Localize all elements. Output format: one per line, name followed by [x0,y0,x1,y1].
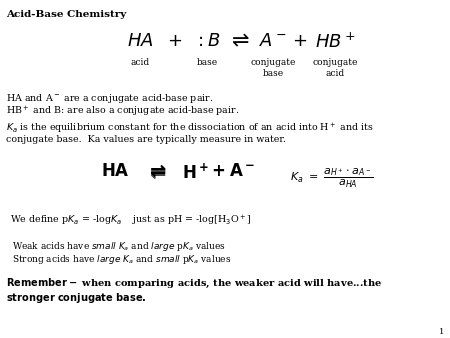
Text: Strong acids have $\mathit{large}$ $K_a$ and $\mathit{small}$ p$K_a$ values: Strong acids have $\mathit{large}$ $K_a$… [12,253,231,266]
Text: $\mathbf{H^+}$: $\mathbf{H^+}$ [181,163,208,182]
Text: $\mathbf{\rightleftharpoons}$: $\mathbf{\rightleftharpoons}$ [146,163,167,181]
Text: Weak acids have $\mathit{small}$ $K_a$ and $\mathit{large}$ p$K_a$ values: Weak acids have $\mathit{small}$ $K_a$ a… [12,240,226,253]
Text: $+$: $+$ [292,32,307,50]
Text: $+$: $+$ [167,32,183,50]
Text: $HB^+$: $HB^+$ [315,32,356,51]
Text: $K_a\ =\ \dfrac{a_{H^+} \cdot a_{A^-}}{a_{HA}}$: $K_a\ =\ \dfrac{a_{H^+} \cdot a_{A^-}}{a… [290,167,374,190]
Text: $\rightleftharpoons$: $\rightleftharpoons$ [227,32,249,51]
Text: conjugate
base: conjugate base [250,58,296,78]
Text: $\mathbf{A^-}$: $\mathbf{A^-}$ [229,163,255,180]
Text: $K_a$ is the equilibrium constant for the dissociation of an acid into H$^+$ and: $K_a$ is the equilibrium constant for th… [6,122,374,136]
Text: $HA$: $HA$ [127,32,153,50]
Text: We define p$K_a$ = -log$K_a$    just as pH = -log[H$_3$O$^+$]: We define p$K_a$ = -log$K_a$ just as pH … [10,214,251,228]
Text: Acid-Base Chemistry: Acid-Base Chemistry [6,10,126,19]
Text: 1: 1 [439,328,444,336]
Text: $\mathbf{+}$: $\mathbf{+}$ [211,163,225,180]
Text: $A^-$: $A^-$ [259,32,287,50]
Text: $:B$: $:B$ [194,32,220,50]
Text: HB$^+$ and B: are also a conjugate acid-base pair.: HB$^+$ and B: are also a conjugate acid-… [6,105,239,119]
Text: conjugate
acid: conjugate acid [312,58,358,78]
Text: $\mathbf{\rightleftharpoons}$: $\mathbf{\rightleftharpoons}$ [146,165,167,183]
Text: $\mathbf{stronger\ conjugate\ base.}$: $\mathbf{stronger\ conjugate\ base.}$ [6,291,147,305]
Text: $\mathbf{HA}$: $\mathbf{HA}$ [101,163,129,180]
Text: $\mathbf{Remember-}$ when comparing acids, the weaker acid will have...the: $\mathbf{Remember-}$ when comparing acid… [6,277,382,290]
Text: HA and A$^-$ are a conjugate acid-base pair.: HA and A$^-$ are a conjugate acid-base p… [6,92,213,105]
Text: conjugate base.  Ka values are typically measure in water.: conjugate base. Ka values are typically … [6,135,286,144]
Text: acid: acid [130,58,149,67]
Text: base: base [197,58,217,67]
